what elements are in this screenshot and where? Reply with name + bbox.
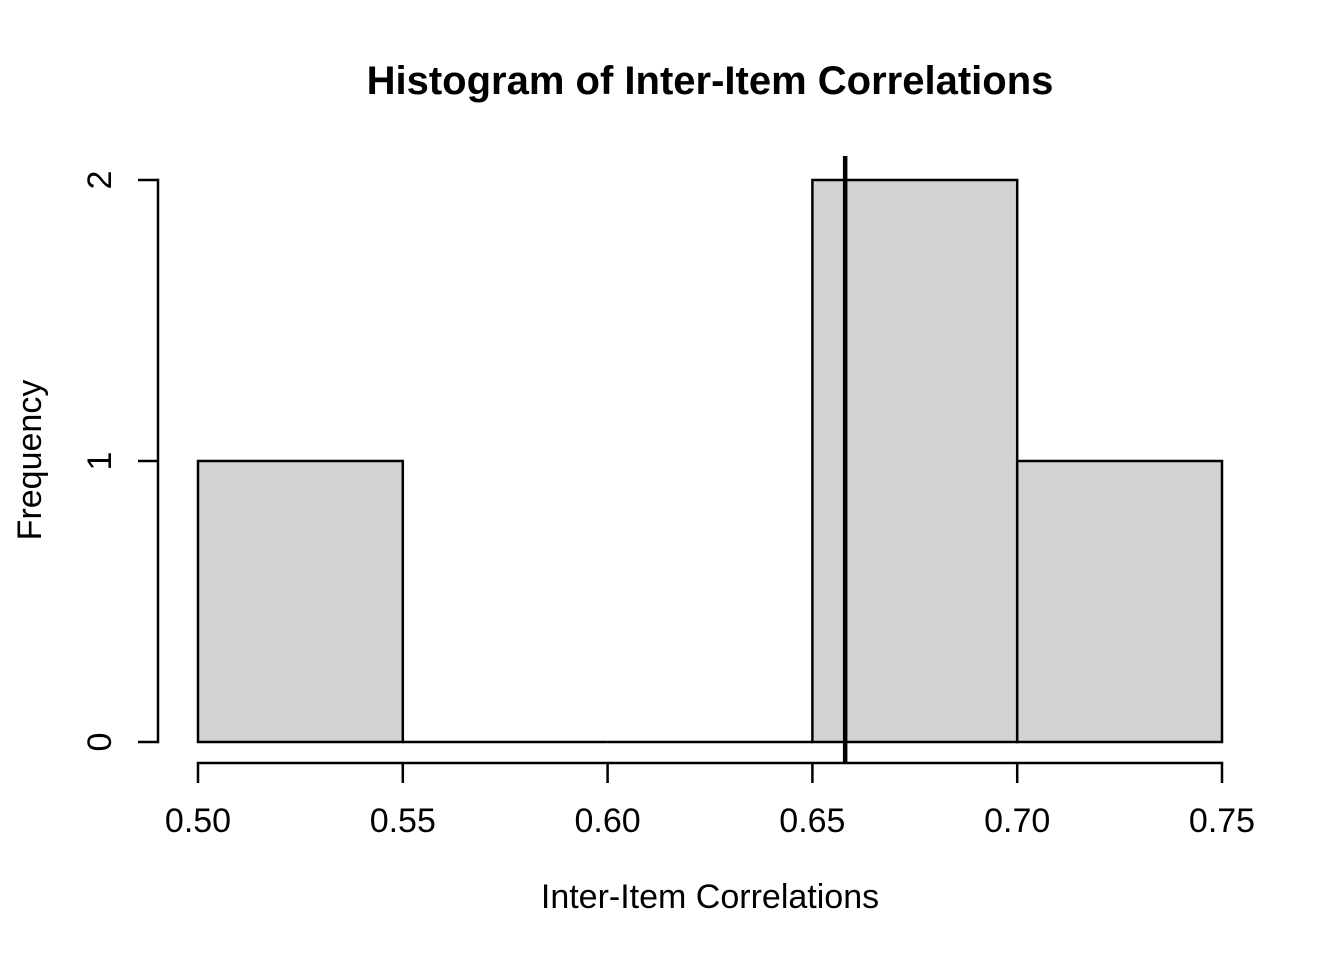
y-tick-label: 1	[81, 452, 119, 471]
x-tick-label: 0.75	[1189, 802, 1255, 840]
x-tick-label: 0.70	[984, 802, 1050, 840]
y-tick-label: 2	[81, 171, 119, 190]
y-tick-label: 0	[81, 733, 119, 752]
x-tick-label: 0.55	[370, 802, 436, 840]
y-axis-title: Frequency	[11, 379, 49, 541]
histogram-bar	[1015, 459, 1224, 744]
chart-title: Histogram of Inter-Item Correlations	[366, 59, 1054, 103]
histogram-bar	[196, 459, 405, 744]
x-tick-label: 0.65	[779, 802, 845, 840]
x-tick-label: 0.60	[575, 802, 641, 840]
x-axis-title: Inter-Item Correlations	[540, 878, 880, 916]
x-tick-label: 0.50	[165, 802, 231, 840]
